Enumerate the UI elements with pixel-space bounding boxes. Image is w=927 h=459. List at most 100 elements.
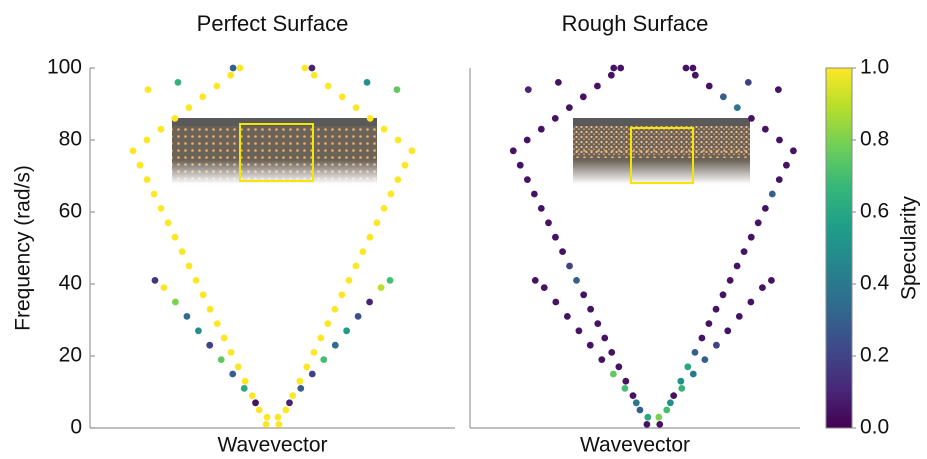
point: [184, 313, 191, 320]
point: [309, 371, 316, 378]
point: [346, 277, 353, 284]
chart-title: Perfect Surface: [197, 11, 349, 36]
point: [221, 335, 228, 342]
point: [622, 378, 629, 385]
point: [317, 335, 324, 342]
point: [332, 306, 339, 313]
point: [343, 327, 350, 334]
point: [137, 162, 144, 169]
point: [608, 349, 615, 356]
point: [776, 137, 783, 144]
point: [338, 291, 345, 298]
point: [541, 284, 548, 291]
point: [235, 363, 242, 370]
point: [615, 363, 622, 370]
point: [594, 83, 601, 90]
point: [573, 277, 580, 284]
point: [339, 93, 346, 100]
point: [747, 299, 754, 306]
point: [748, 115, 755, 122]
point: [325, 83, 332, 90]
point: [783, 162, 790, 169]
figure: Perfect SurfaceWavevectorFrequency (rad/…: [0, 0, 927, 459]
point: [566, 104, 573, 111]
point: [678, 385, 685, 392]
point: [748, 234, 755, 241]
point: [667, 399, 674, 406]
point: [263, 421, 270, 428]
colorbar-tick-label: 0.4: [860, 272, 890, 295]
point: [587, 306, 594, 313]
y-axis-label: Frequency (rad/s): [12, 165, 35, 331]
point: [353, 104, 360, 111]
point: [552, 234, 559, 241]
point: [517, 162, 524, 169]
point: [241, 385, 248, 392]
point: [237, 65, 244, 72]
point: [610, 371, 617, 378]
point: [790, 147, 797, 154]
point: [227, 72, 234, 79]
point: [538, 126, 545, 133]
point: [186, 104, 193, 111]
point: [213, 83, 220, 90]
point: [734, 104, 741, 111]
point: [130, 147, 137, 154]
point: [622, 385, 629, 392]
point: [524, 176, 531, 183]
point: [559, 248, 566, 255]
point: [538, 205, 545, 212]
y-tick-label: 60: [59, 200, 82, 223]
point: [684, 363, 691, 370]
point: [655, 414, 662, 421]
point: [713, 306, 720, 313]
point: [670, 392, 677, 399]
point: [727, 277, 734, 284]
point: [289, 392, 296, 399]
point: [286, 399, 293, 406]
point: [172, 299, 179, 306]
point: [378, 284, 385, 291]
point: [598, 356, 605, 363]
point: [367, 234, 374, 241]
point: [745, 79, 752, 86]
point: [644, 421, 651, 428]
point: [769, 191, 776, 198]
point: [510, 147, 517, 154]
point: [200, 291, 207, 298]
point: [311, 349, 318, 356]
point: [594, 320, 601, 327]
point: [587, 342, 594, 349]
colorbar: [826, 68, 852, 428]
point: [555, 79, 562, 86]
point: [724, 327, 731, 334]
point: [249, 392, 256, 399]
point: [741, 248, 748, 255]
point: [195, 327, 202, 334]
point: [692, 72, 699, 79]
point: [218, 356, 225, 363]
y-tick-label: 40: [59, 272, 82, 295]
point: [402, 162, 409, 169]
point: [776, 176, 783, 183]
point: [683, 65, 690, 72]
point: [388, 191, 395, 198]
point: [705, 320, 712, 327]
point: [206, 342, 213, 349]
point: [545, 219, 552, 226]
point: [713, 342, 720, 349]
point: [644, 414, 651, 421]
point: [161, 284, 168, 291]
point: [175, 79, 182, 86]
colorbar-tick-label: 0.6: [860, 200, 889, 223]
point: [532, 277, 539, 284]
point: [207, 306, 214, 313]
point: [524, 137, 531, 144]
point: [353, 263, 360, 270]
colorbar-tick-label: 0.8: [860, 128, 889, 151]
point: [152, 277, 159, 284]
point: [275, 421, 282, 428]
point: [151, 191, 158, 198]
point: [768, 277, 775, 284]
point: [165, 219, 172, 226]
